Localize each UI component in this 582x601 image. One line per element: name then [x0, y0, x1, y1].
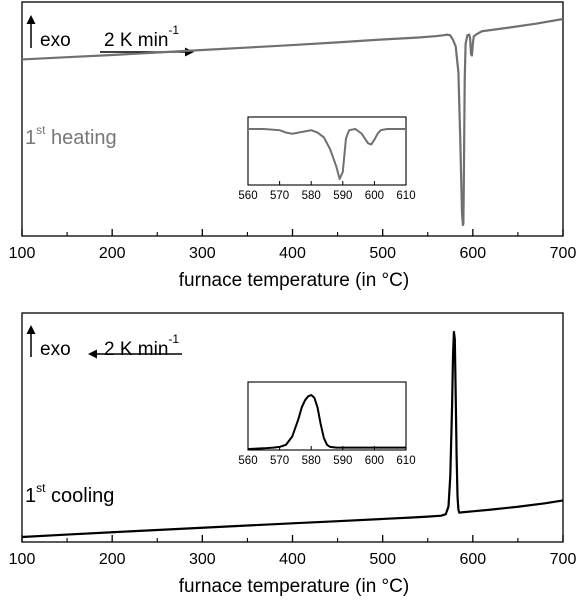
heating-inset-x-tick-label: 580	[302, 190, 321, 202]
heating-inset-x-ticks	[247, 181, 407, 185]
cooling-inset-x-tick-labels: 560 570 580 590 600 610	[238, 455, 415, 467]
cooling-inset-x-tick-label: 590	[333, 455, 352, 467]
heating-exo-arrow	[26, 15, 36, 48]
heating-exo-label: exo	[40, 30, 71, 51]
heating-panel: 100 200 300 400 500 600 700 furnace temperatur…	[9, 1, 577, 291]
cooling-exo-arrow	[26, 325, 36, 357]
heating-x-tick-label: 200	[99, 245, 126, 262]
heating-rate-exponent: -1	[168, 23, 179, 37]
heating-x-tick-labels: 100 200 300 400 500 600 700	[9, 245, 577, 262]
cooling-direction-arrow	[88, 349, 182, 359]
cooling-exo-label: exo	[40, 339, 71, 360]
cooling-inset-frame	[247, 381, 407, 451]
heating-inset-line	[248, 128, 406, 180]
heating-inset-x-tick-label: 560	[238, 190, 257, 202]
heating-inset-x-tick-label: 600	[365, 190, 384, 202]
cooling-x-tick-label: 600	[459, 551, 486, 568]
heating-x-tick-label: 400	[279, 245, 306, 262]
cooling-inset-x-tick-label: 610	[396, 455, 415, 467]
heating-x-tick-label: 300	[189, 245, 216, 262]
heating-x-tick-label: 700	[550, 245, 577, 262]
cooling-rate-label: 2 K min-1	[104, 332, 179, 360]
cooling-x-tick-label: 200	[99, 551, 126, 568]
cooling-x-tick-label: 400	[279, 551, 306, 568]
heating-inset-x-tick-labels: 560 570 580 590 600 610	[238, 190, 415, 202]
heating-run-ordinal: st	[36, 123, 46, 137]
heating-inset: 560 570 580 590 600 610	[238, 116, 416, 202]
cooling-panel: 100 200 300 400 500 600 700 furnace temperatur…	[9, 312, 577, 597]
heating-run-label: 1st heating	[25, 123, 117, 149]
cooling-x-tick-label: 700	[550, 551, 577, 568]
heating-rate-label: 2 K min-1	[104, 23, 179, 51]
heating-inset-frame	[247, 116, 407, 186]
heating-inset-x-tick-label: 570	[270, 190, 289, 202]
cooling-x-tick-label: 500	[369, 551, 396, 568]
heating-x-tick-label: 100	[9, 245, 36, 262]
heating-x-ticks	[21, 229, 564, 236]
heating-inset-x-tick-label: 590	[333, 190, 352, 202]
cooling-rate-exponent: -1	[168, 332, 179, 346]
cooling-x-tick-label: 300	[189, 551, 216, 568]
heating-inset-x-tick-label: 610	[396, 190, 415, 202]
cooling-inset-x-tick-label: 570	[270, 455, 289, 467]
cooling-inset-x-tick-label: 560	[238, 455, 257, 467]
cooling-heat-flow-line	[21, 330, 564, 539]
cooling-run-label: 1st cooling	[25, 481, 114, 507]
cooling-inset: 560 570 580 590 600 610	[238, 381, 416, 467]
cooling-inset-x-tick-label: 600	[365, 455, 384, 467]
cooling-x-tick-label: 100	[9, 551, 36, 568]
cooling-x-axis-label: furnace temperature (in °C)	[179, 576, 409, 597]
heating-heat-flow-line	[21, 17, 564, 227]
cooling-inset-line	[247, 394, 406, 450]
cooling-x-ticks	[21, 535, 564, 542]
heating-x-tick-label: 500	[369, 245, 396, 262]
cooling-inset-x-tick-label: 580	[302, 455, 321, 467]
cooling-run-ordinal: st	[36, 481, 46, 495]
cooling-x-tick-labels: 100 200 300 400 500 600 700	[9, 551, 577, 568]
heating-x-tick-label: 600	[459, 245, 486, 262]
heating-x-axis-label: furnace temperature (in °C)	[179, 270, 409, 291]
